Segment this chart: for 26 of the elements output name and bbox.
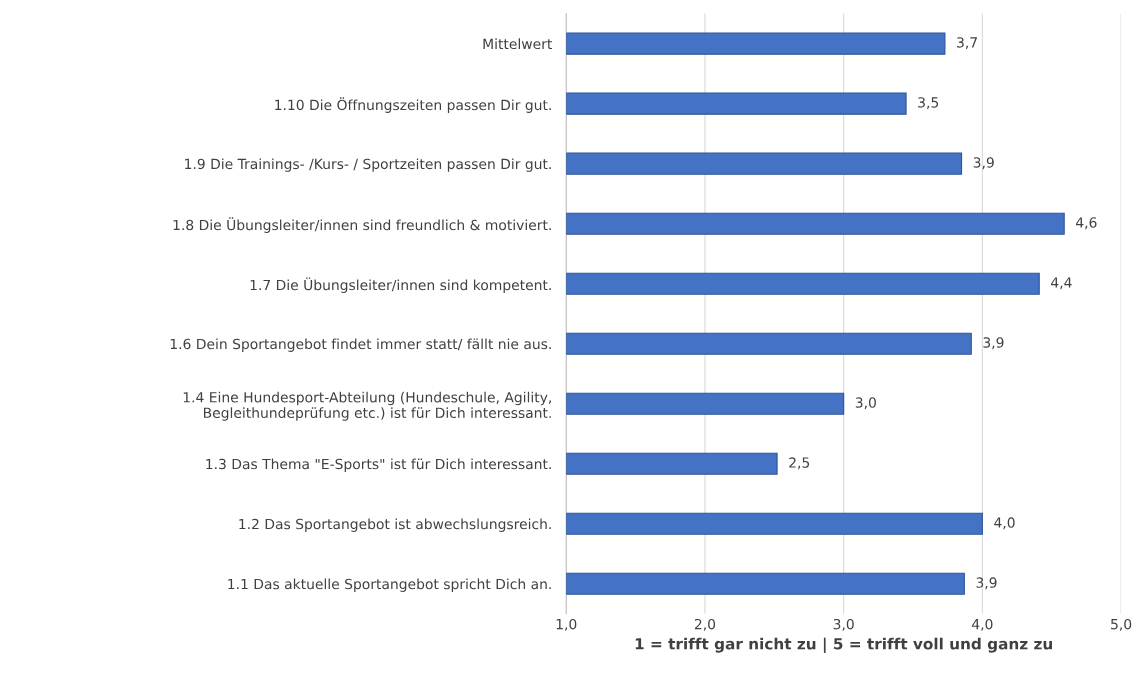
data-label: 3,9 — [983, 337, 1004, 350]
x-tick-label: 5,0 — [1111, 618, 1132, 631]
data-label: 2,5 — [789, 457, 810, 470]
data-label: 4,0 — [994, 517, 1015, 530]
data-label: 3,7 — [957, 37, 977, 50]
y-tick-label: 1.9 Die Trainings- /Kurs- / Sportzeiten passen Dir gut. — [185, 158, 551, 172]
x-tick-label: 2,0 — [694, 618, 716, 631]
data-label: 4,4 — [1051, 277, 1072, 290]
y-tick-label: 1.7 Die Übungsleiter/innen sind kompetent. — [250, 277, 551, 293]
y-tick-label: 1.8 Die Übungsleiter/innen sind freundlich & motiviert. — [173, 217, 551, 233]
data-label: 3,9 — [973, 157, 994, 170]
y-tick-label: 1.10 Die Öffnungszeiten passen Dir gut. — [275, 97, 551, 113]
y-tick-label: 1.3 Das Thema "E-Sports" ist für Dich interessant. — [206, 458, 551, 472]
y-tick-label: 1.6 Dein Sportangebot findet immer statt/ fällt nie aus. — [170, 338, 551, 352]
y-tick-label: 1.1 Das aktuelle Sportangebot spricht Dich an. — [228, 578, 551, 592]
data-label: 4,6 — [1076, 217, 1097, 230]
y-tick-label: 1.2 Das Sportangebot ist abwechslungsreich. — [239, 518, 551, 532]
x-tick-label: 3,0 — [833, 618, 854, 631]
data-label: 3,5 — [918, 97, 939, 110]
data-label: 3,0 — [855, 397, 876, 410]
x-axis-title: 1 = trifft gar nicht zu | 5 = trifft voll und ganz zu — [635, 637, 1052, 653]
y-tick-label: Mittelwert — [483, 38, 553, 50]
x-tick-label: 4,0 — [972, 618, 993, 631]
x-tick-label: 1,0 — [556, 618, 577, 631]
data-label: 3,9 — [976, 577, 997, 590]
y-tick-label: 1.4 Eine Hundesport-Abteilung (Hundeschule, Agility, Begleithundeprüfung etc.) ist für Dich interessant. — [183, 391, 551, 421]
